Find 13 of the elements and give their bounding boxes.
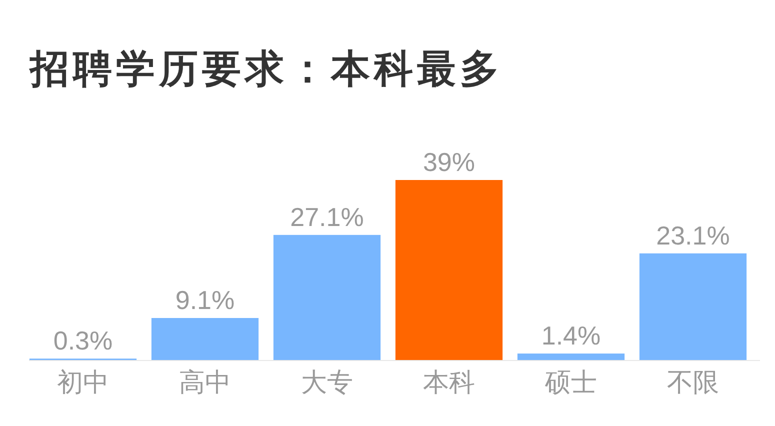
data-label: 27.1%: [290, 202, 364, 232]
data-label: 39%: [422, 147, 476, 177]
x-tick-label: 本科: [423, 367, 475, 397]
data-label: 23.1%: [656, 220, 730, 250]
title: 招聘学历要求：本科最多: [30, 48, 503, 91]
x-tick-label: 不限: [667, 367, 719, 397]
x-tick-label: 初中: [57, 367, 109, 397]
data-label: 1.4%: [541, 320, 601, 351]
data-label: 9.1%: [175, 285, 235, 315]
x-tick-label: 硕士: [545, 367, 597, 397]
x-tick-label: 高中: [179, 367, 231, 397]
data-label: 0.3%: [53, 326, 113, 356]
x-tick-label: 大专: [301, 367, 353, 397]
